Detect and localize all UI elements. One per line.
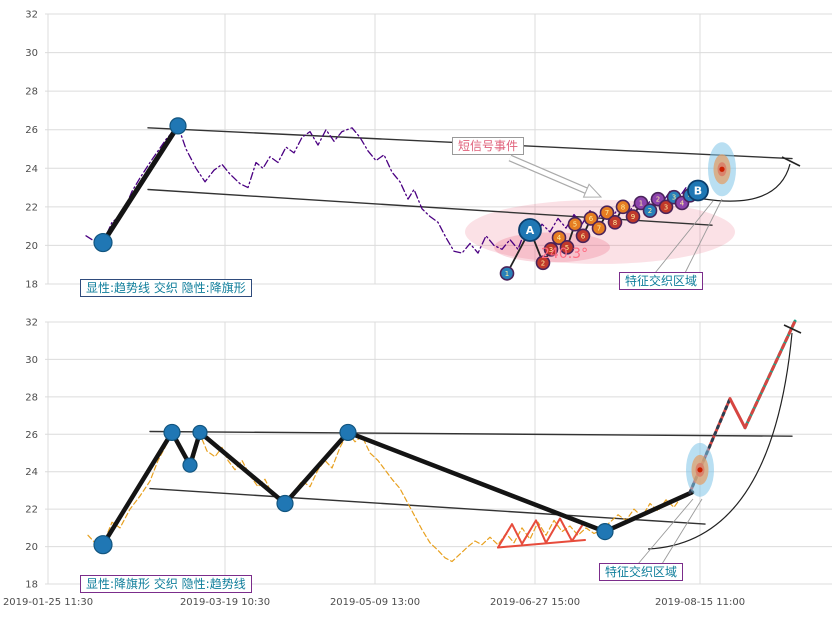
- svg-text:3: 3: [664, 203, 668, 211]
- svg-text:18: 18: [25, 280, 38, 291]
- svg-text:2019-03-19 10:30: 2019-03-19 10:30: [180, 597, 270, 608]
- svg-text:26: 26: [25, 430, 38, 441]
- svg-text:22: 22: [25, 202, 38, 213]
- svg-text:30: 30: [25, 355, 38, 366]
- svg-text:32: 32: [25, 318, 38, 329]
- svg-text:2: 2: [648, 207, 652, 215]
- svg-text:4: 4: [680, 200, 685, 208]
- svg-text:7: 7: [605, 209, 609, 217]
- svg-text:B: B: [694, 184, 702, 197]
- svg-text:3: 3: [549, 246, 553, 254]
- svg-text:7: 7: [597, 225, 601, 233]
- svg-text:3: 3: [672, 194, 676, 202]
- svg-text:1: 1: [639, 200, 643, 208]
- svg-text:24: 24: [25, 164, 38, 175]
- svg-text:2: 2: [541, 259, 545, 267]
- svg-text:30: 30: [25, 48, 38, 59]
- signal-event-label: 短信号事件: [452, 137, 525, 155]
- svg-text:2019-05-09 13:00: 2019-05-09 13:00: [330, 597, 420, 608]
- svg-text:2019-06-27 15:00: 2019-06-27 15:00: [490, 597, 580, 608]
- svg-text:26: 26: [25, 125, 38, 136]
- svg-text:5: 5: [573, 221, 577, 229]
- svg-text:6: 6: [589, 215, 594, 223]
- svg-text:18: 18: [25, 579, 38, 590]
- visible-pattern-label-top: 显性:趋势线 交织 隐性:降旗形: [80, 279, 252, 297]
- svg-text:28: 28: [25, 392, 38, 403]
- svg-text:32: 32: [25, 10, 38, 21]
- svg-text:22: 22: [25, 505, 38, 516]
- svg-text:28: 28: [25, 87, 38, 98]
- svg-text:20: 20: [25, 241, 38, 252]
- feature-zone-label-top: 特征交织区域: [619, 272, 704, 290]
- feature-zone-label-bottom: 特征交织区域: [599, 563, 684, 581]
- svg-text:8: 8: [613, 219, 617, 227]
- visible-pattern-label-bottom: 显性:降旗形 交织 隐性:趋势线: [80, 575, 252, 593]
- svg-text:A: A: [526, 224, 535, 237]
- svg-text:240.3°: 240.3°: [541, 246, 588, 262]
- svg-text:8: 8: [621, 203, 625, 211]
- svg-text:20: 20: [25, 542, 38, 553]
- svg-text:9: 9: [631, 213, 635, 221]
- svg-text:24: 24: [25, 467, 38, 478]
- svg-text:2: 2: [656, 196, 660, 204]
- svg-text:4: 4: [557, 234, 562, 242]
- svg-text:1: 1: [505, 270, 509, 278]
- svg-text:2019-08-15 11:00: 2019-08-15 11:00: [655, 597, 745, 608]
- svg-text:2019-01-25 11:30: 2019-01-25 11:30: [3, 597, 93, 608]
- svg-text:6: 6: [581, 232, 586, 240]
- svg-text:5: 5: [565, 244, 569, 252]
